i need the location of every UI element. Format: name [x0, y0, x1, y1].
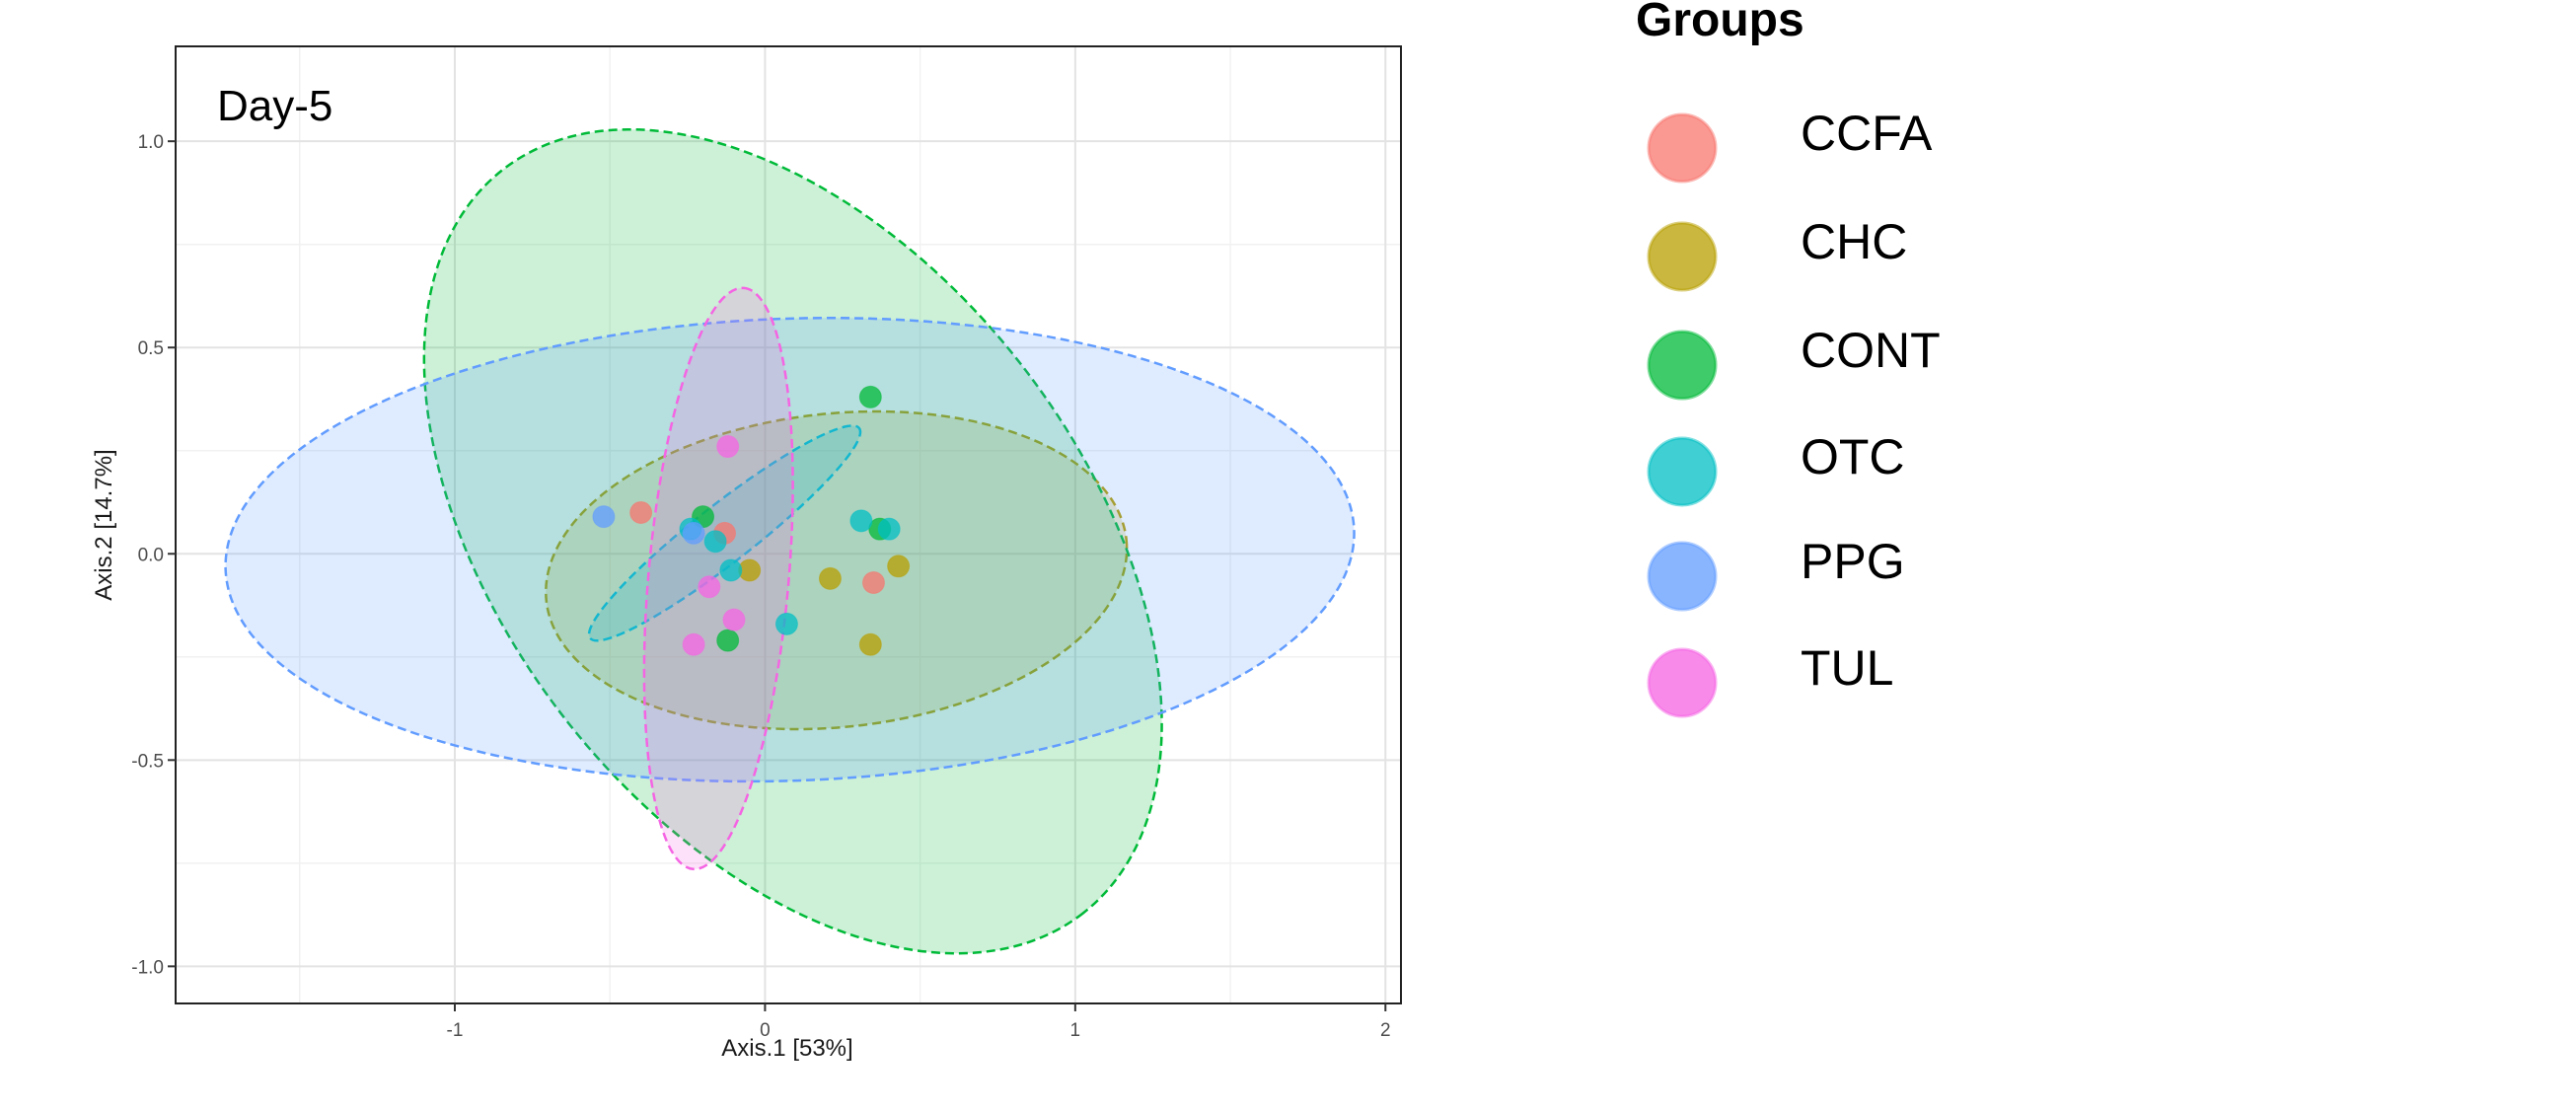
- legend-label-tul: TUL: [1801, 640, 1893, 696]
- point-otc-4: [774, 612, 798, 635]
- y-axis-ticks: -1.0 -0.5 0.0 0.5 1.0: [131, 132, 176, 978]
- legend: CCFA CHC CONT OTC PPG TUL: [1647, 106, 1941, 718]
- legend-label-otc: OTC: [1801, 429, 1905, 484]
- point-tul-2: [722, 608, 746, 631]
- x-tick-label-0: -1: [447, 1020, 464, 1041]
- legend-title: Groups: [1636, 0, 1804, 46]
- x-tick-label-2: 1: [1070, 1020, 1081, 1041]
- ellipses: [224, 127, 1356, 955]
- ellipse-tul: [642, 286, 794, 871]
- legend-key-cont: [1647, 330, 1718, 401]
- ellipse-ppg: [224, 316, 1356, 783]
- legend-key-chc: [1647, 221, 1718, 292]
- point-ppg-1: [682, 521, 705, 545]
- plot-panel-background: [176, 46, 1401, 1003]
- point-ccfa-2: [861, 571, 885, 595]
- legend-label-cont: CONT: [1801, 323, 1941, 378]
- x-axis-ticks: -1 0 1 2: [447, 1003, 1391, 1041]
- legend-key-ccfa: [1647, 112, 1718, 184]
- point-otc-1: [703, 530, 727, 554]
- x-axis-label: Axis.1 [53%]: [721, 1035, 852, 1062]
- y-tick-label-4: 1.0: [138, 132, 164, 153]
- x-tick-label-1: 0: [760, 1020, 771, 1041]
- point-otc-2: [719, 558, 743, 582]
- y-tick-label-1: -0.5: [131, 751, 164, 772]
- plot-panel-border: [175, 45, 1402, 1004]
- y-tick-label-0: -1.0: [131, 957, 164, 978]
- legend-key-otc: [1647, 436, 1718, 507]
- legend-label-chc: CHC: [1801, 214, 1907, 269]
- point-tul-1: [698, 575, 721, 599]
- point-cont-0: [858, 385, 882, 408]
- point-ppg-0: [592, 505, 616, 529]
- point-tul-3: [682, 632, 705, 656]
- x-tick-label-3: 2: [1380, 1020, 1391, 1041]
- data-points: [592, 385, 911, 656]
- legend-label-ppg: PPG: [1801, 534, 1905, 589]
- y-tick-label-3: 0.5: [138, 338, 164, 359]
- legend-label-ccfa: CCFA: [1801, 106, 1933, 161]
- point-otc-5: [877, 517, 901, 541]
- y-tick-label-2: 0.0: [138, 545, 164, 565]
- panel-label: Day-5: [217, 82, 332, 130]
- point-chc-3: [858, 632, 882, 656]
- legend-key-ppg: [1647, 541, 1718, 612]
- y-axis-label: Axis.2 [14.7%]: [91, 449, 117, 600]
- point-cont-3: [716, 629, 740, 652]
- point-chc-2: [887, 555, 911, 578]
- point-otc-3: [849, 509, 873, 533]
- point-ccfa-0: [629, 500, 653, 524]
- legend-key-tul: [1647, 647, 1718, 718]
- point-chc-1: [818, 566, 842, 590]
- point-tul-0: [716, 435, 740, 459]
